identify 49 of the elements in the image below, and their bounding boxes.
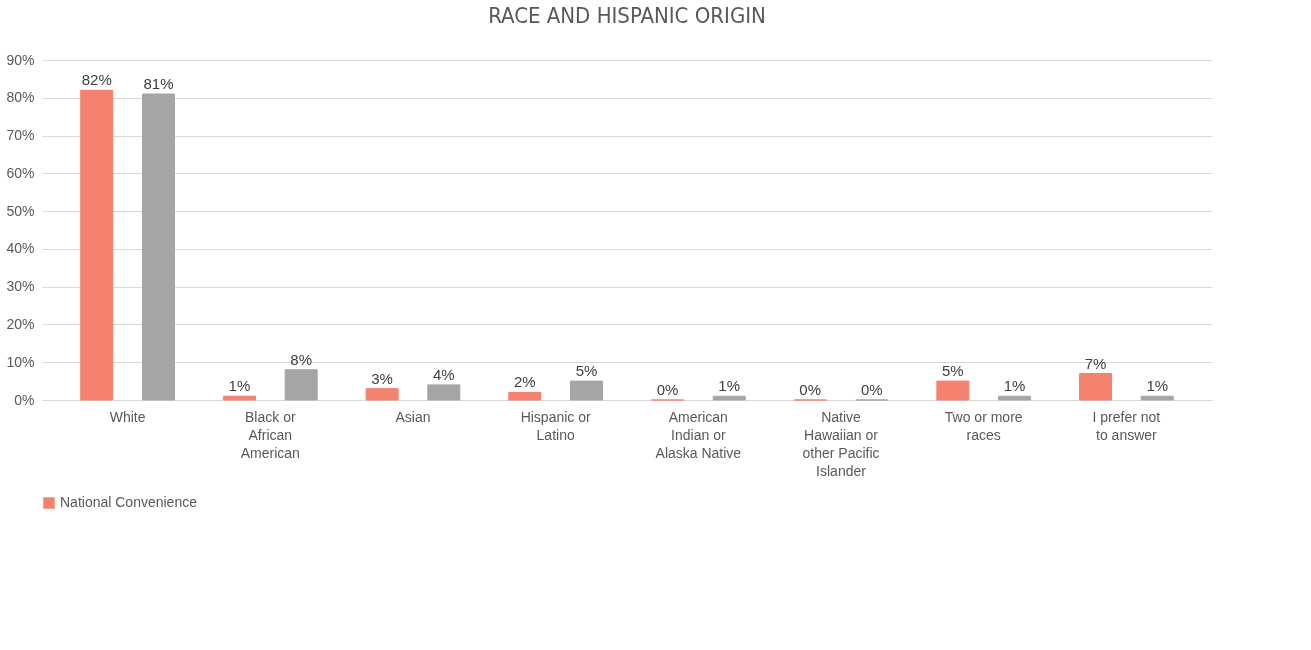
y-tick-label: 10%	[6, 353, 35, 370]
data-label: 7%	[1084, 354, 1107, 372]
x-tick-label: Asian	[395, 408, 431, 425]
y-tick-label: 60%	[6, 164, 35, 181]
y-tick-label: 30%	[6, 278, 35, 295]
chart-title: RACE AND HISPANIC ORIGIN	[488, 3, 766, 28]
bar	[570, 380, 604, 401]
y-tick-label: 40%	[6, 240, 35, 257]
y-tick-label: 20%	[6, 315, 35, 332]
bar	[427, 384, 461, 401]
data-label: 81%	[143, 75, 174, 92]
bar	[284, 369, 318, 401]
data-label: 8%	[290, 350, 312, 368]
data-label: 4%	[432, 365, 455, 383]
data-label: 1%	[1146, 377, 1169, 395]
y-tick-label: 50%	[6, 202, 35, 219]
y-tick-label: 70%	[6, 127, 35, 144]
bar	[365, 388, 399, 401]
data-label: 1%	[228, 377, 251, 395]
legend-label: National Convenience	[60, 494, 198, 510]
data-label: 0%	[799, 381, 822, 398]
bar	[508, 391, 542, 401]
bar	[998, 395, 1032, 401]
data-label: 2%	[513, 373, 536, 391]
data-label: 5%	[575, 362, 598, 380]
y-tick-label: 80%	[6, 89, 35, 106]
data-label: 0%	[656, 381, 679, 398]
x-tick-label: American Indian or Alaska Native	[655, 408, 742, 461]
y-tick-label: 90%	[6, 51, 35, 68]
data-label: 3%	[371, 369, 393, 387]
y-tick-label: 0%	[14, 391, 35, 408]
bar	[1079, 373, 1113, 401]
x-tick-label: Hispanic or Latino	[520, 408, 592, 443]
x-tick-label: Native Hawaiian or other Pacific Islander	[802, 408, 880, 479]
data-label: 5%	[942, 362, 964, 380]
x-tick-label: I prefer not to answer	[1092, 408, 1161, 443]
bar	[141, 93, 175, 401]
data-label: 1%	[1003, 377, 1026, 395]
data-label: 82%	[81, 71, 112, 89]
data-label: 1%	[718, 377, 741, 395]
x-tick-label: Black or African American	[240, 408, 300, 461]
bar	[936, 380, 970, 401]
bar	[80, 89, 114, 401]
x-tick-label: Two or more races	[944, 408, 1023, 443]
bar	[712, 395, 746, 401]
data-label: 0%	[861, 381, 883, 398]
bar	[1140, 395, 1174, 401]
x-tick-label: White	[109, 408, 146, 425]
bar	[222, 395, 256, 401]
